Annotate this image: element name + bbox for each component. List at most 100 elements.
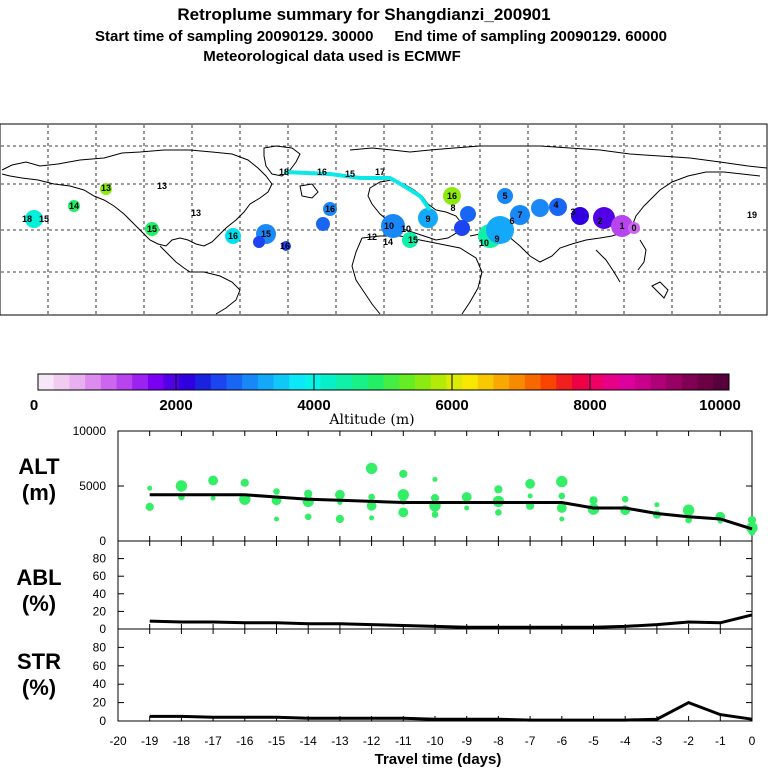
colorbar-cell [69,374,86,390]
plume-age-label: 1 [619,221,624,231]
altitude-sample-point [366,500,377,511]
altitude-sample-point [399,469,408,478]
colorbar-tick-6000: 6000 [435,397,468,414]
colorbar-cells [38,374,730,390]
plume-age-label: 19 [747,210,757,220]
series-line [149,700,753,722]
y-tick-label: 5000 [79,479,106,493]
colorbar-cell [179,374,196,390]
altitude-sample-point [335,489,345,500]
colorbar-cell [367,374,384,390]
plume-marker [253,236,265,248]
plume-age-label: 10 [384,221,394,231]
x-tick-label: -12 [363,734,381,748]
colorbar-cell [85,374,102,390]
colorbar-cell [571,374,589,390]
alt-panel-label: ALT [18,454,60,479]
plume-marker [486,216,514,244]
x-tick-label: -7 [525,734,536,748]
colorbar-cell [713,374,730,390]
y-tick-label: 60 [93,569,107,583]
plume-age-label: 16 [447,191,457,201]
x-tick-label: -17 [204,734,222,748]
plume-marker [571,207,589,225]
x-tick-label: -2 [683,734,694,748]
colorbar-cell [477,374,494,390]
colorbar-cell [697,374,714,390]
plume-marker [225,228,241,244]
colorbar-title: Altitude (m) [328,412,414,428]
abl-panel-unit: (%) [22,591,56,616]
plume-age-label: 7 [517,210,522,220]
plume-marker [611,215,633,237]
colorbar-cell [619,374,636,390]
altitude-sample-point [495,509,502,516]
colorbar-cell [100,374,118,390]
altitude-sample-point [398,507,409,518]
plume-age-label: 8 [450,203,455,213]
y-tick-label: 80 [93,552,107,566]
plume-marker [145,222,159,236]
altitude-sample-point [210,495,216,501]
colorbar-cell [147,374,165,390]
colorbar-cell [524,374,542,390]
altitude-sample-point [335,514,344,524]
plume-age-label: 14 [69,201,79,211]
altitude-sample-point [304,489,313,498]
colorbar-cell [540,374,557,390]
y-tick-label: 60 [93,659,107,673]
x-axis-label: Travel time (days) [375,751,502,768]
colorbar-cell [352,374,369,390]
x-tick-label: -9 [461,734,472,748]
sampling-times: Start time of sampling 20090129. 30000 E… [95,28,667,45]
plume-marker [593,207,615,229]
x-tick-label: -1 [715,734,726,748]
series-line [149,493,753,531]
plume-marker [549,198,567,216]
colorbar-cell [383,374,400,390]
plume-age-label: 16 [228,231,238,241]
plume-marker [316,217,330,231]
plume-marker [497,188,513,204]
colorbar-cell [132,374,149,390]
colorbar-tick-2000: 2000 [159,397,192,414]
plume-marker [418,208,438,228]
plume-age-label: 0 [631,223,636,233]
altitude-sample-point [559,516,565,522]
altitude-sample-point [525,478,535,489]
y-tick-label: 20 [93,604,107,618]
colorbar-cell [320,374,337,390]
colorbar-frame [37,373,730,391]
colorbar-cell [242,374,259,390]
altitude-sample-point [368,493,375,501]
altitude-sample-point [208,475,219,486]
colorbar-tick-10000: 10000 [699,397,741,414]
colorbar-cell [446,374,463,390]
panel-frame [117,540,753,630]
altitude-colorbar: 0 2000 4000 6000 8000 10000 Altitude (m) [30,373,741,428]
x-tick-label: -3 [652,734,663,748]
altitude-sample-point [273,488,280,495]
colorbar-cell [399,374,416,390]
colorbar-cell [509,374,526,390]
altitude-sample-point [397,489,409,501]
x-tick-label: -10 [426,734,444,748]
colorbar-cell [414,374,432,390]
colorbar-cell [53,374,70,390]
plume-marker [628,222,640,234]
plume-age-label: 12 [367,232,377,242]
colorbar-cell [163,374,180,390]
altitude-sample-point [747,516,757,525]
plume-age-label: 9 [494,234,499,244]
colorbar-cell [304,374,322,390]
altitude-sample-point [274,516,279,522]
plume-trajectory-markers [25,170,640,251]
y-tick-label: 20 [93,696,107,710]
abl-panel: 0 20 40 60 80 [93,540,753,636]
x-tick-label: -5 [588,734,599,748]
plume-age-label: 18 [22,214,32,224]
plume-age-label: 13 [101,183,111,193]
plume-age-label: 16 [317,167,327,177]
